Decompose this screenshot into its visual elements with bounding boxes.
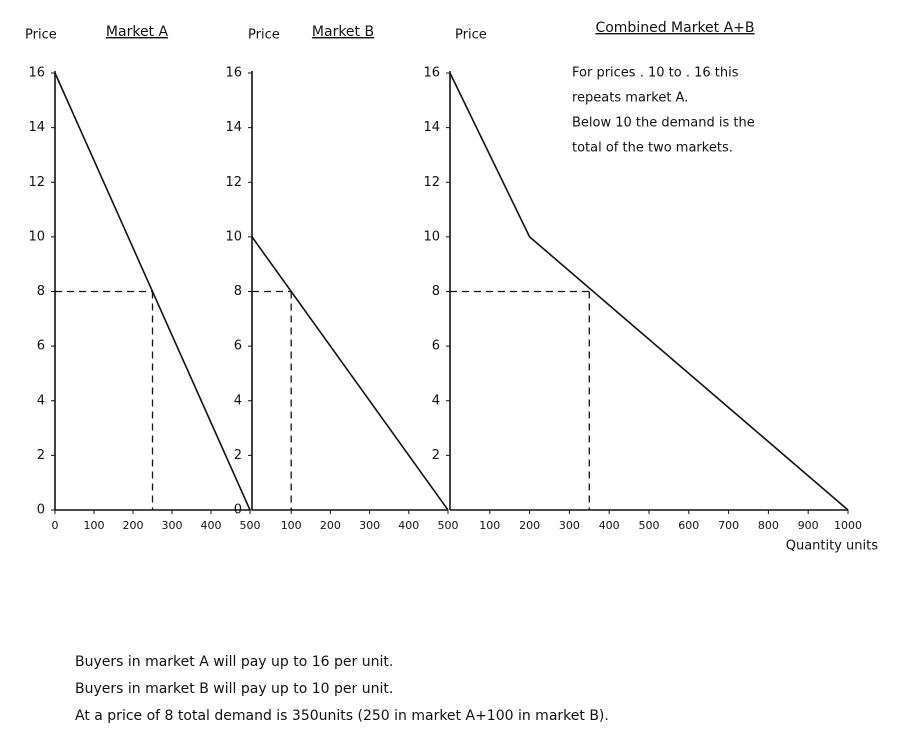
x-tick-label: 300 — [162, 519, 183, 532]
annotation: Below 10 the demand is the — [572, 116, 755, 131]
x-tick-label: 400 — [398, 519, 419, 532]
annotation: total of the two markets. — [572, 141, 733, 156]
x-tick-label: 400 — [201, 519, 222, 532]
annotation: For prices . 10 to . 16 this — [572, 66, 739, 81]
y-axis-label: Price — [25, 28, 57, 43]
y-tick-label: 6 — [37, 339, 45, 354]
x-tick-label: 900 — [798, 519, 819, 532]
y-tick-label: 10 — [28, 229, 45, 244]
x-tick-label: 400 — [599, 519, 620, 532]
y-tick-label: 4 — [37, 393, 45, 408]
x-tick-label: 1000 — [834, 519, 862, 532]
y-tick-label: 8 — [37, 284, 45, 299]
y-tick-label: 4 — [234, 393, 242, 408]
x-tick-label: 100 — [84, 519, 105, 532]
chart-title: Market B — [312, 24, 374, 40]
x-tick-label: 500 — [639, 519, 660, 532]
y-tick-label: 12 — [423, 175, 440, 190]
x-tick-label: 0 — [52, 519, 59, 532]
x-tick-label: 100 — [479, 519, 500, 532]
footnote: At a price of 8 total demand is 350units… — [75, 708, 609, 724]
x-tick-label: 500 — [240, 519, 261, 532]
demand-line — [251, 236, 449, 511]
footnote: Buyers in market B will pay up to 10 per… — [75, 681, 393, 697]
y-tick-label: 12 — [28, 175, 45, 190]
x-tick-label: 800 — [758, 519, 779, 532]
y-tick-label: 10 — [423, 229, 440, 244]
y-tick-label: 14 — [28, 120, 45, 135]
chart-title: Combined Market A+B — [595, 20, 754, 36]
y-tick-label: 2 — [234, 448, 242, 463]
y-tick-label: 10 — [225, 229, 242, 244]
y-tick-label: 6 — [234, 339, 242, 354]
x-tick-label: 300 — [359, 519, 380, 532]
y-tick-label: 4 — [432, 393, 440, 408]
x-axis-label: Quantity units — [786, 539, 878, 554]
y-tick-label: 8 — [432, 284, 440, 299]
y-tick-label: 16 — [225, 66, 242, 81]
y-tick-label: 6 — [432, 339, 440, 354]
x-tick-label: 200 — [320, 519, 341, 532]
x-tick-label: 200 — [123, 519, 144, 532]
x-tick-label: 600 — [678, 519, 699, 532]
y-tick-label: 0 — [37, 503, 45, 518]
y-tick-label: 0 — [234, 503, 242, 518]
demand-line — [54, 72, 251, 511]
demand-line — [449, 72, 849, 511]
chart-title: Market A — [106, 24, 169, 40]
x-tick-label: 100 — [281, 519, 302, 532]
y-tick-label: 2 — [37, 448, 45, 463]
y-tick-label: 14 — [225, 120, 242, 135]
x-tick-label: 300 — [559, 519, 580, 532]
footnote: Buyers in market A will pay up to 16 per… — [75, 654, 393, 670]
y-axis-label: Price — [455, 28, 487, 43]
y-tick-label: 16 — [423, 66, 440, 81]
y-tick-label: 16 — [28, 66, 45, 81]
y-tick-label: 2 — [432, 448, 440, 463]
x-tick-label: 200 — [519, 519, 540, 532]
annotation: repeats market A. — [572, 91, 688, 106]
y-axis-label: Price — [248, 28, 280, 43]
x-tick-label: 500 — [438, 519, 459, 532]
y-tick-label: 14 — [423, 120, 440, 135]
y-tick-label: 8 — [234, 284, 242, 299]
x-tick-label: 700 — [718, 519, 739, 532]
y-tick-label: 12 — [225, 175, 242, 190]
